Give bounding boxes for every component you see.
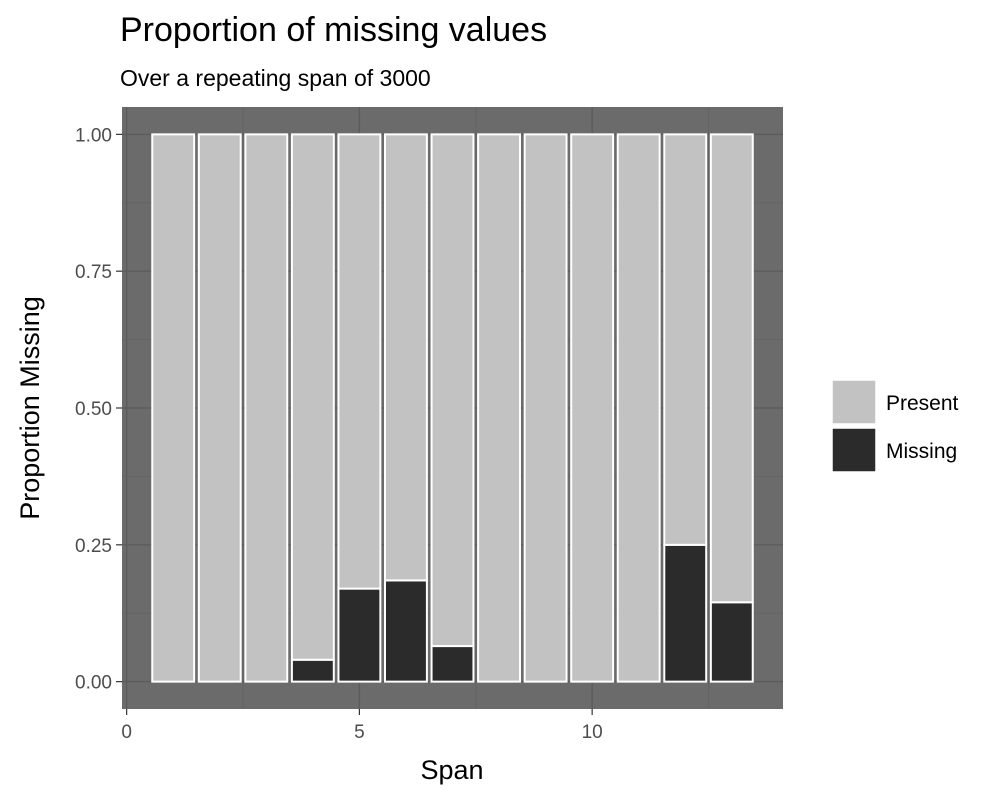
- bar-missing-13: [709, 601, 754, 683]
- legend-swatch-present: [831, 379, 877, 425]
- x-tick-label: 0: [121, 722, 132, 743]
- x-tick-label: 5: [354, 722, 365, 743]
- legend-label-present: Present: [886, 392, 959, 415]
- chart-subtitle: Over a repeating span of 3000: [120, 65, 431, 91]
- y-tick-label: 0.75: [75, 262, 112, 283]
- chart-title: Proportion of missing values: [120, 11, 547, 49]
- bar-present-7: [430, 133, 475, 648]
- legend: Present Missing: [830, 378, 959, 474]
- bar-present-3: [244, 133, 289, 683]
- bar-missing-6: [384, 579, 428, 683]
- bar-present-6: [384, 133, 428, 582]
- legend-swatch-missing: [831, 427, 877, 473]
- bar-present-5: [337, 133, 382, 590]
- y-tick-label: 0.00: [75, 673, 112, 694]
- bar-missing-5: [337, 587, 382, 683]
- y-axis: 0.00 0.25 0.50 0.75 1.00: [75, 125, 122, 694]
- legend-label-missing: Missing: [886, 440, 957, 463]
- bar-present-8: [477, 133, 521, 683]
- bar-missing-7: [430, 645, 475, 683]
- bar-present-1: [151, 133, 196, 683]
- bar-present-4: [290, 133, 335, 661]
- bar-missing-4: [290, 658, 335, 683]
- y-tick-label: 0.25: [75, 536, 112, 557]
- x-axis: 0 5 10: [121, 709, 603, 743]
- bar-present-11: [616, 133, 661, 683]
- bar-present-12: [663, 133, 708, 546]
- x-axis-title: Span: [420, 755, 483, 785]
- bars: [151, 133, 754, 683]
- y-axis-title: Proportion Missing: [15, 296, 45, 520]
- y-tick-label: 1.00: [75, 125, 112, 146]
- y-tick-label: 0.50: [75, 399, 112, 420]
- bar-present-13: [709, 133, 754, 604]
- bar-present-10: [570, 133, 615, 683]
- x-tick-label: 10: [582, 722, 603, 743]
- bar-missing-12: [663, 543, 708, 683]
- bar-present-2: [197, 133, 242, 683]
- bar-present-9: [523, 133, 568, 683]
